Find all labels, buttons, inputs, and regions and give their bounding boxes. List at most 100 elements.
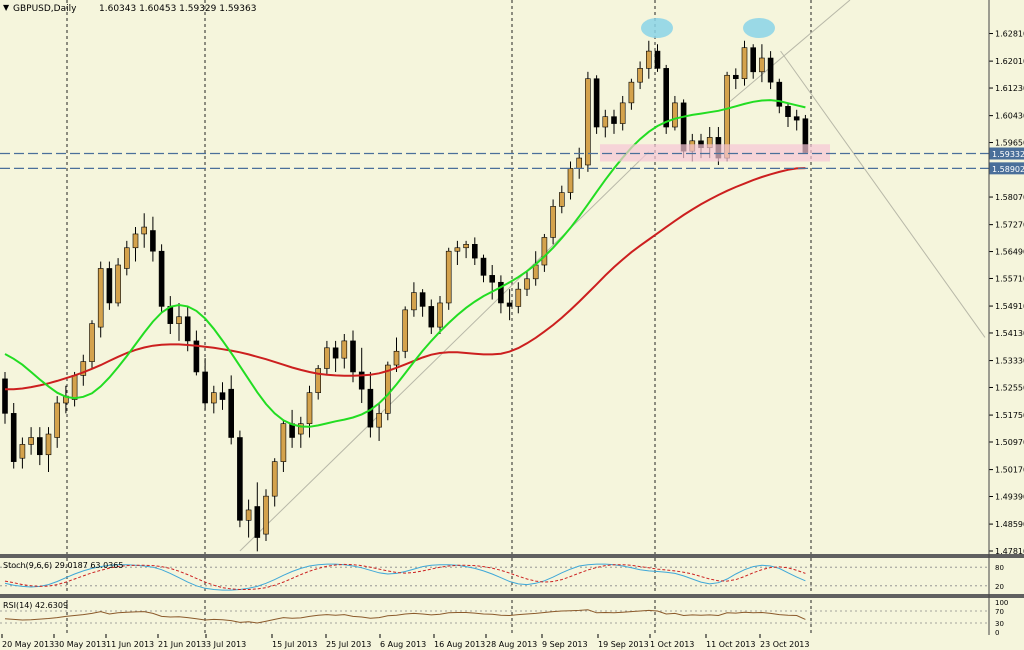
candle-body [741,47,748,80]
rsi-tick-label: 0 [995,629,999,637]
candle-body [567,168,574,193]
candle-body [471,244,478,259]
date-tick-label: 28 Aug 2013 [486,640,537,649]
candle-body [750,47,757,73]
falling-trendline [780,50,986,338]
rsi-tick-label: 100 [995,599,1008,607]
date-tick-label: 11 Jun 2013 [106,640,154,649]
price-tick-label: 1.51750 [995,411,1024,420]
price-tick-label: 1.50170 [995,466,1024,475]
candle-body [524,278,530,290]
rsi-tick-label: 30 [995,620,1004,628]
candle-body [45,433,52,456]
candle-body [254,506,261,538]
candle-body [732,74,739,80]
candle-body [785,106,791,117]
candle-body [506,302,513,307]
candle-body [184,316,191,342]
candle-body [2,378,8,414]
candle-body [28,437,34,445]
candle-body [445,250,452,304]
candle-body [106,268,113,304]
candle-body [759,57,765,73]
candle-body [767,57,774,83]
price-tick-label: 1.49390 [995,492,1024,501]
candle-body [576,157,583,169]
candle-body [672,102,678,128]
slow-moving-average [5,167,806,391]
candle-body [437,302,443,328]
candle-body [97,268,104,328]
price-tick-label: 1.54910 [995,302,1024,311]
rising-trendline [239,151,650,552]
price-tick-label: 1.53330 [995,357,1024,366]
peak-highlight [641,18,673,38]
fast-moving-average [4,99,806,428]
price-tick-label: 1.55710 [995,274,1024,283]
candle-body [550,206,556,238]
candle-body [515,288,522,307]
candle-body [19,444,26,459]
pane-separator-stoch[interactable] [0,554,1024,558]
channel-trendline [728,0,851,104]
candle-body [419,292,426,307]
candle-body [619,102,626,124]
level-label: 1.58902 [992,165,1024,174]
stoch-label: Stoch(9,6,6) 29.0187 63.0365 [3,561,123,570]
candle-body [384,364,391,414]
candle-body [498,281,504,304]
candle-body [158,250,165,307]
dropdown-arrow-icon[interactable]: ▼ [3,3,10,12]
candle-body [245,509,252,521]
date-tick-label: 9 Sep 2013 [542,640,588,649]
candle-body [411,292,417,311]
candle-body [150,230,156,252]
candle-body [332,347,339,359]
candle-body [237,437,243,521]
level-label: 1.59332 [992,150,1024,159]
date-tick-label: 25 Jul 2013 [326,640,371,649]
peak-highlight [743,18,775,38]
candle-body [341,340,348,359]
chart-ohlc-label: 1.60343 1.60453 1.59329 1.59363 [99,4,256,14]
stoch-tick-label: 20 [995,583,1004,591]
candle-body [219,392,226,400]
candle-body [280,423,287,462]
price-tick-label: 1.54130 [995,329,1024,338]
price-tick-label: 1.56490 [995,248,1024,257]
date-tick-label: 3 Jul 2013 [206,640,246,649]
pane-separator-rsi[interactable] [0,594,1024,598]
candle-body [132,233,139,249]
date-tick-label: 11 Oct 2013 [706,640,755,649]
price-tick-label: 1.57270 [995,221,1024,230]
support-zone [600,144,830,162]
date-tick-label: 21 Jun 2013 [158,640,206,649]
candle-body [645,50,652,69]
price-tick-label: 1.50970 [995,438,1024,447]
horizontal-levels[interactable]: 1.59332 1.58902 [0,144,1024,175]
price-pane[interactable] [2,0,986,634]
price-tick-label: 1.48590 [995,520,1024,529]
price-tick-label: 1.59650 [995,139,1024,148]
candle-body [593,78,600,128]
stochastic-pane[interactable]: 80 20 [0,563,1004,591]
candle-body [654,50,661,69]
candle-body [306,392,313,425]
candle-body [263,495,269,535]
candle-body [558,192,565,207]
stoch-tick-label: 80 [995,564,1004,572]
date-tick-label: 19 Sep 2013 [598,640,649,649]
candle-body [176,316,182,324]
candle-body [454,247,461,252]
candle-body [532,264,539,280]
candle-body [393,350,400,366]
candle-body [141,226,147,235]
price-axis: 1.62810 1.62010 1.61230 1.60430 1.59650 1.580… [989,30,1024,556]
candle-body [585,78,591,166]
date-tick-label: 20 May 2013 [2,640,54,649]
candle-body [124,247,130,269]
candle-body [463,244,469,249]
level-tag [989,162,1024,175]
candle-body [541,237,548,266]
